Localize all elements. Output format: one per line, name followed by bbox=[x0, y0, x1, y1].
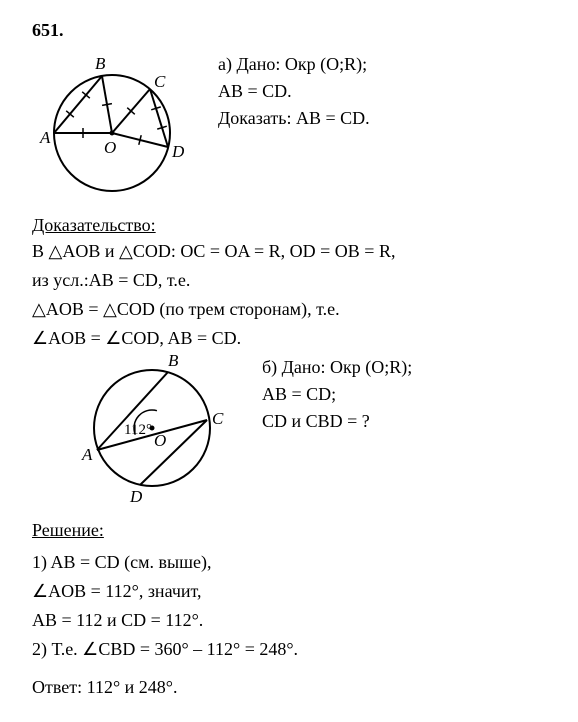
solution-line-4: 2) Т.е. ∠CBD = 360° – 112° = 248°. bbox=[32, 636, 554, 663]
proof-body: В △AOB и △COD: OC = OA = R, OD = OB = R,… bbox=[32, 238, 554, 352]
svg-text:C: C bbox=[154, 72, 166, 91]
svg-text:B: B bbox=[95, 54, 106, 73]
svg-text:C: C bbox=[212, 409, 224, 428]
part-b-find: CD и CBD = ? bbox=[262, 408, 554, 435]
solution-line-2: ∠AOB = 112°, значит, bbox=[32, 578, 554, 605]
svg-text:112°: 112° bbox=[124, 422, 152, 438]
part-b-text: б) Дано: Окр (O;R); AB = CD; CD и CBD = … bbox=[262, 354, 554, 435]
solution-line-1: 1) AB = CD (см. выше), bbox=[32, 549, 554, 576]
solution-line-3: AB = 112 и CD = 112°. bbox=[32, 607, 554, 634]
part-a-given-1: а) Дано: Окр (O;R); bbox=[218, 51, 554, 78]
svg-text:D: D bbox=[171, 142, 185, 161]
svg-text:B: B bbox=[168, 354, 179, 370]
svg-text:A: A bbox=[39, 128, 51, 147]
svg-text:A: A bbox=[81, 445, 93, 464]
figure-b: A B C D O112° bbox=[72, 354, 232, 506]
part-b-row: A B C D O112° б) Дано: Окр (O;R); AB = CD; C… bbox=[72, 354, 554, 506]
problem-number: 651. bbox=[32, 20, 554, 41]
part-a-text: а) Дано: Окр (O;R); AB = CD. Доказать: A… bbox=[218, 51, 554, 132]
part-b-given-1: б) Дано: Окр (O;R); bbox=[262, 354, 554, 381]
solution-heading: Решение: bbox=[32, 520, 554, 541]
answer: Ответ: 112° и 248°. bbox=[32, 677, 554, 698]
proof-line-2: из усл.:AB = CD, т.е. bbox=[32, 267, 554, 294]
proof-line-4: ∠AOB = ∠COD, AB = CD. bbox=[32, 325, 554, 352]
proof-line-3: △AOB = △COD (по трем сторонам), т.е. bbox=[32, 296, 554, 323]
svg-text:O: O bbox=[104, 138, 116, 157]
solution-body: 1) AB = CD (см. выше), ∠AOB = 112°, знач… bbox=[32, 549, 554, 663]
part-a-row: A B C D O а) Дано: Окр (O;R); AB = CD. Доказ… bbox=[32, 51, 554, 201]
part-b-given-2: AB = CD; bbox=[262, 381, 554, 408]
part-a-prove: Доказать: AB = CD. bbox=[218, 105, 554, 132]
part-a-given-2: AB = CD. bbox=[218, 78, 554, 105]
figure-a: A B C D O bbox=[32, 51, 192, 201]
svg-text:O: O bbox=[154, 431, 166, 450]
proof-line-1: В △AOB и △COD: OC = OA = R, OD = OB = R, bbox=[32, 238, 554, 265]
svg-text:D: D bbox=[129, 487, 143, 506]
proof-heading: Доказательство: bbox=[32, 215, 554, 236]
